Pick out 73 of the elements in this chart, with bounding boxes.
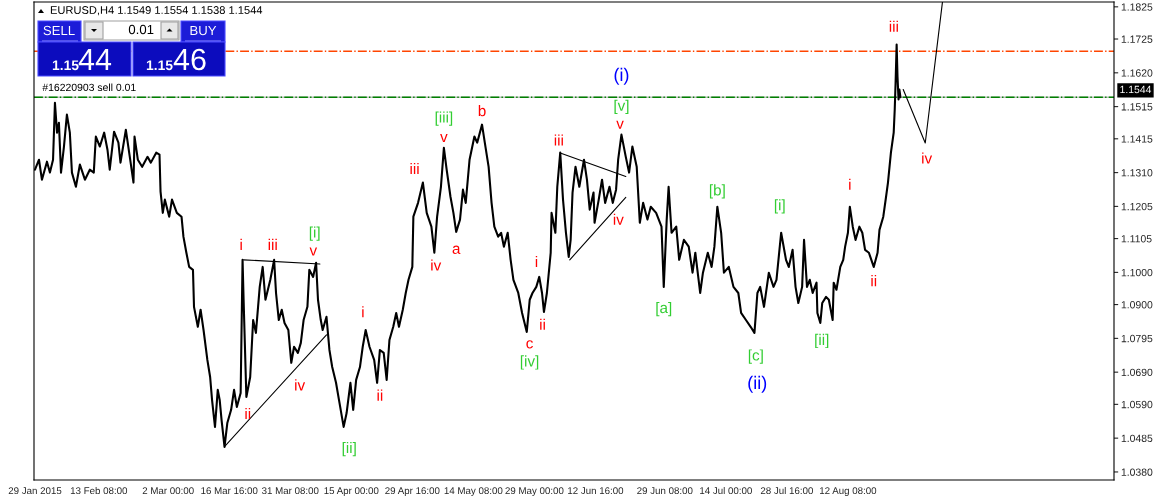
annotation: [i] <box>309 226 320 241</box>
y-tick-label: 1.1415 <box>1121 135 1153 143</box>
annotation: ii <box>245 407 251 419</box>
annotation: ii <box>377 389 383 401</box>
y-tick-label: 1.1105 <box>1121 235 1152 243</box>
x-tick-label: 16 Mar 16:00 <box>201 487 258 495</box>
x-tick-label: 2 Mar 00:00 <box>142 487 194 495</box>
annotation: (ii) <box>748 375 767 393</box>
annotation: b <box>478 105 486 117</box>
annotation: c <box>526 340 533 349</box>
ref-line-label: #16220903 sell 0.01 <box>42 83 136 92</box>
annotation: [b] <box>709 184 725 199</box>
y-tick-label: 1.1825 <box>1121 3 1153 11</box>
annotation: 46 <box>173 48 206 71</box>
ref-line-label: 1.1544 <box>1120 85 1152 94</box>
y-tick-label: 1.1000 <box>1121 268 1153 277</box>
annotation: v <box>616 120 624 129</box>
x-tick-label: 29 Jun 08:00 <box>637 487 693 495</box>
annotation: i <box>362 306 364 318</box>
annotation: [a] <box>656 301 672 317</box>
annotation: a <box>452 245 461 254</box>
annotation: (i) <box>614 67 629 85</box>
x-tick-label: 29 May 00:00 <box>505 487 564 496</box>
y-tick-label: 1.1310 <box>1121 169 1153 177</box>
y-tick-label: 1.0380 <box>1121 468 1153 476</box>
x-tick-label: 12 Aug 08:00 <box>820 487 877 496</box>
y-tick-label: 1.1620 <box>1121 69 1153 77</box>
y-tick-label: 1.0795 <box>1121 334 1153 343</box>
annotation: BUY <box>190 25 217 36</box>
annotation: iii <box>554 134 563 146</box>
x-tick-label: 15 Apr 00:00 <box>324 487 379 496</box>
annotation: [iii] <box>435 111 453 126</box>
y-tick-label: 1.0485 <box>1121 434 1153 443</box>
x-tick-label: 29 Apr 16:00 <box>385 487 440 496</box>
annotation: [c] <box>748 349 763 364</box>
annotation: iv <box>613 213 624 225</box>
annotation: i <box>240 238 242 250</box>
y-tick-label: 1.0690 <box>1121 368 1153 377</box>
annotation: [iv] <box>520 355 539 370</box>
x-tick-label: 13 Feb 08:00 <box>70 486 128 495</box>
annotation: 44 <box>78 48 112 70</box>
y-tick-label: 1.0590 <box>1121 400 1153 409</box>
x-tick-label: 12 Jun 16:00 <box>568 487 624 495</box>
annotation: iv <box>922 152 933 164</box>
annotation: iii <box>410 162 419 175</box>
annotation: 0.01 <box>128 24 154 35</box>
annotation: i <box>849 178 851 190</box>
annotation: v <box>309 247 318 256</box>
x-tick-label: 29 Jan 2015 <box>8 487 62 495</box>
y-tick-label: 1.0900 <box>1121 301 1153 309</box>
annotation: i <box>535 255 538 267</box>
annotation: iii <box>889 20 898 32</box>
annotation: iv <box>295 379 306 391</box>
annotation: v <box>440 133 448 143</box>
annotation: [v] <box>614 99 629 114</box>
y-tick-label: 1.1205 <box>1121 202 1153 211</box>
annotation: [i] <box>774 199 785 214</box>
annotation: [ii] <box>815 333 829 349</box>
x-tick-label: 14 May 08:00 <box>444 487 503 496</box>
annotation: iv <box>431 259 442 271</box>
annotation: ii <box>540 318 545 330</box>
chart-title: EURUSD,H4 1.1549 1.1554 1.1538 1.1544 <box>50 6 263 16</box>
y-tick-label: 1.1515 <box>1121 103 1153 111</box>
x-tick-label: 28 Jul 16:00 <box>760 486 813 495</box>
y-tick-label: 1.1725 <box>1121 35 1153 43</box>
annotation: [ii] <box>342 441 356 457</box>
x-tick-label: 14 Jul 00:00 <box>700 486 752 495</box>
annotation: 1.15 <box>52 60 79 71</box>
annotation: ii <box>871 275 877 287</box>
annotation: 1.15 <box>146 60 173 71</box>
annotation: iii <box>268 238 277 250</box>
x-tick-label: 31 Mar 08:00 <box>261 487 319 495</box>
annotation: SELL <box>43 25 75 36</box>
